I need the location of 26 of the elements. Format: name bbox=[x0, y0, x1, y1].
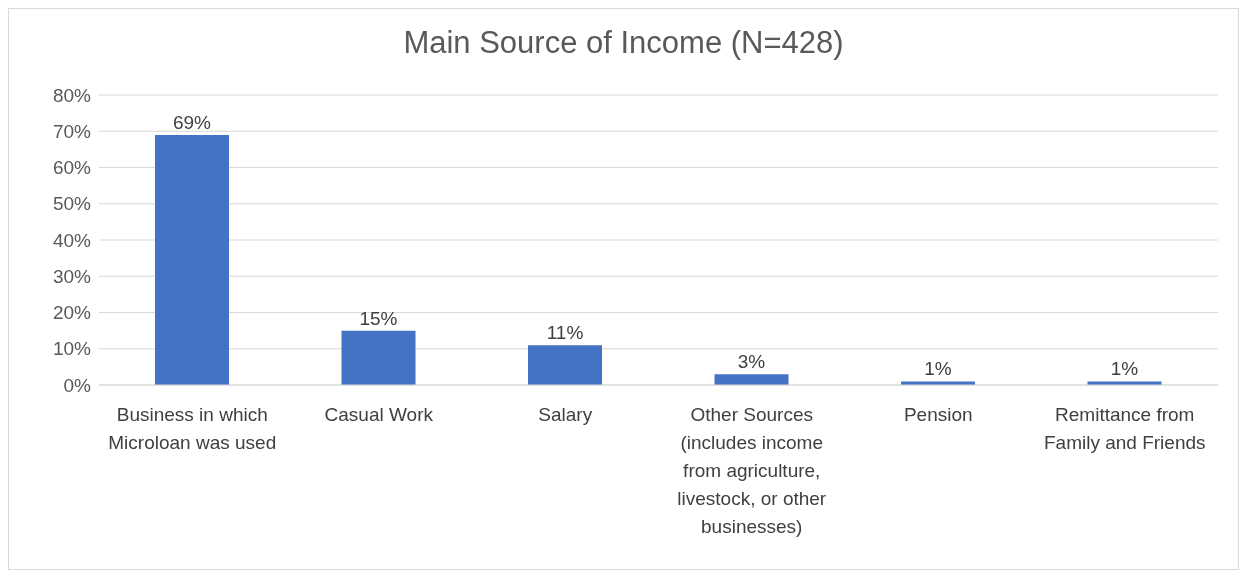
data-label: 1% bbox=[924, 358, 952, 380]
data-label: 15% bbox=[359, 307, 398, 329]
x-tick-label: Remittance from Family and Friends bbox=[1043, 404, 1206, 453]
data-label: 11% bbox=[546, 322, 584, 344]
x-tick-label: Business in which Microloan was used bbox=[108, 404, 277, 453]
y-tick-label: 10% bbox=[52, 338, 92, 360]
bar bbox=[341, 330, 416, 385]
y-tick-label: 80% bbox=[52, 84, 92, 106]
x-tick-label: Other Sources (includes income from agriculture, livestock, or other businesses) bbox=[677, 404, 827, 537]
x-tick-label: Pension bbox=[903, 404, 973, 425]
chart-title: Main Source of Income (N=428) bbox=[402, 24, 845, 62]
x-tick-label: Casual Work bbox=[324, 404, 434, 425]
bar bbox=[528, 345, 602, 385]
y-tick-label: 30% bbox=[52, 265, 92, 287]
data-label: 1% bbox=[1110, 358, 1139, 380]
y-tick-label: 60% bbox=[52, 157, 92, 179]
y-tick-label: 50% bbox=[52, 193, 92, 215]
y-tick-label: 20% bbox=[52, 302, 92, 324]
y-tick-label: 40% bbox=[52, 229, 92, 251]
data-label: 69% bbox=[172, 111, 212, 133]
bar bbox=[714, 374, 789, 385]
x-tick-label: Salary bbox=[538, 404, 593, 425]
y-tick-label: 0% bbox=[63, 374, 92, 396]
data-label: 3% bbox=[737, 351, 766, 373]
bar bbox=[155, 134, 229, 385]
y-tick-label: 70% bbox=[52, 121, 92, 142]
